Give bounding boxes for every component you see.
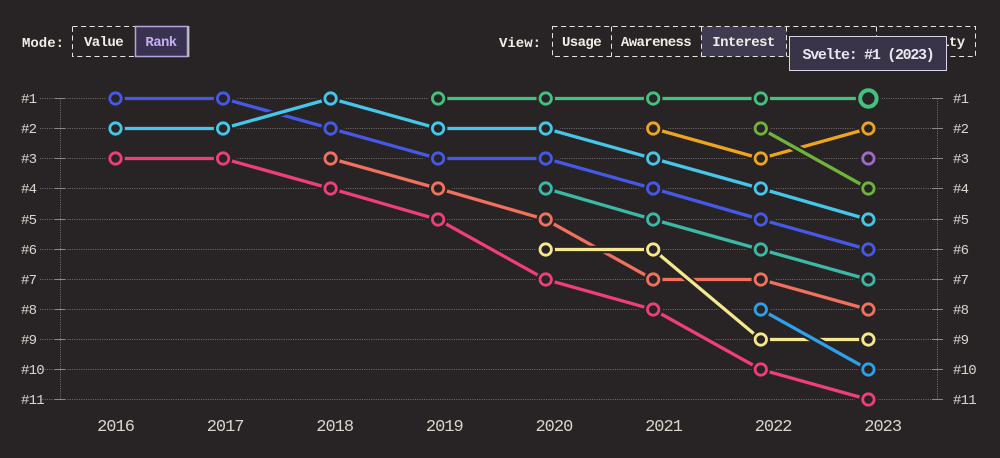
svg-text:2022: 2022 <box>755 418 792 437</box>
svg-text:#7: #7 <box>953 273 969 289</box>
svg-text:2018: 2018 <box>316 418 354 437</box>
svg-text:2016: 2016 <box>97 418 135 437</box>
svg-text:#11: #11 <box>953 393 976 409</box>
svg-text:#11: #11 <box>21 393 44 409</box>
svg-text:2019: 2019 <box>426 418 464 437</box>
svg-text:#10: #10 <box>21 363 44 379</box>
svg-text:#5: #5 <box>21 213 37 229</box>
svg-text:#6: #6 <box>953 243 969 259</box>
svg-text:#7: #7 <box>21 273 37 289</box>
svg-text:#8: #8 <box>953 303 969 319</box>
svg-text:2017: 2017 <box>207 418 244 437</box>
svg-text:#4: #4 <box>953 182 969 198</box>
svg-text:#2: #2 <box>953 122 969 138</box>
svg-text:#6: #6 <box>21 243 37 259</box>
svg-text:#8: #8 <box>21 303 37 319</box>
svg-text:2021: 2021 <box>645 418 683 437</box>
svg-text:#9: #9 <box>21 333 37 349</box>
svg-text:#3: #3 <box>21 152 37 168</box>
svg-text:#2: #2 <box>21 122 37 138</box>
svg-text:#5: #5 <box>953 213 969 229</box>
svg-text:2020: 2020 <box>535 418 573 437</box>
svg-text:2023: 2023 <box>864 418 902 437</box>
svg-text:#3: #3 <box>953 152 969 168</box>
svg-text:#9: #9 <box>953 333 969 349</box>
svg-text:#4: #4 <box>21 182 37 198</box>
svg-text:#10: #10 <box>953 363 976 379</box>
svg-text:#1: #1 <box>21 92 37 108</box>
svg-text:#1: #1 <box>953 92 969 108</box>
